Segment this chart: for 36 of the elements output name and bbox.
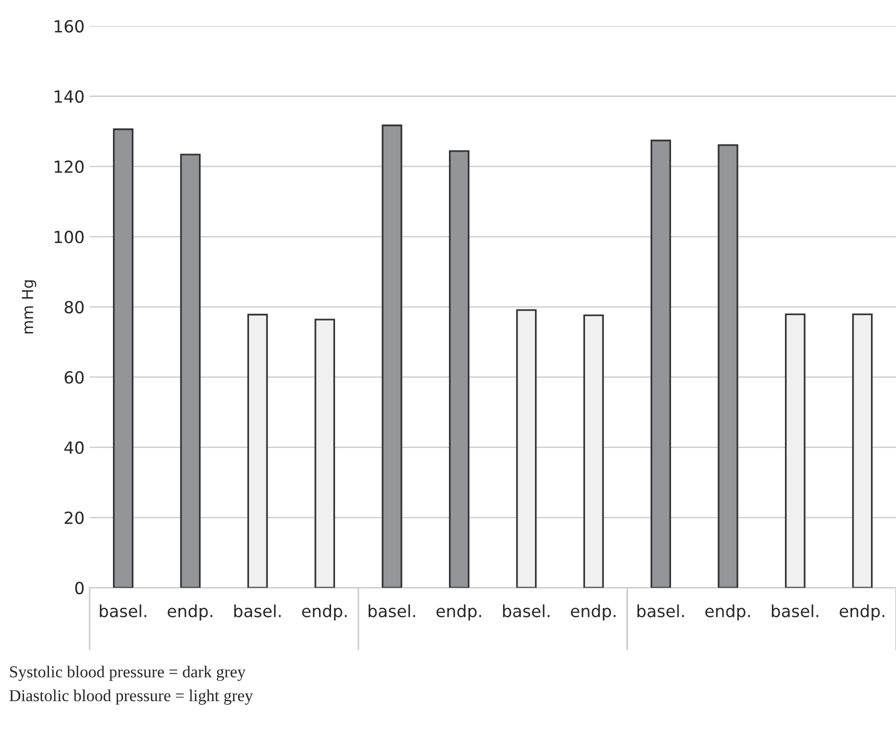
y-tick-label: 60 [64, 371, 84, 384]
x-tick-label: endp. [302, 604, 347, 621]
x-tick-label: endp. [436, 604, 482, 621]
text: Systolic blood pressure = dark grey [10, 666, 246, 681]
text: Diastolic blood pressure = light grey [9, 690, 253, 705]
y-tick-label: 40 [64, 441, 84, 454]
bar [784, 313, 806, 588]
y-tick-label: 80 [64, 300, 84, 314]
x-tick-label: endp. [168, 604, 212, 621]
x-tick-label: endp. [840, 604, 884, 621]
y-tick-label: 100 [54, 230, 84, 244]
y-axis-title: mm Hg [22, 280, 36, 334]
x-tick-label: endp. [705, 604, 750, 621]
bar [247, 314, 268, 588]
x-tick-label: endp. [570, 604, 616, 621]
bar [852, 313, 873, 588]
x-tick-label: basel. [503, 604, 550, 618]
bar [180, 154, 201, 588]
y-tick-label: 20 [64, 512, 84, 524]
bar [516, 309, 537, 588]
bar [718, 144, 738, 588]
x-tick-label: basel. [368, 604, 416, 618]
x-tick-label: basel. [637, 604, 684, 618]
bar [112, 128, 134, 588]
y-tick-label: 160 [54, 20, 84, 33]
bar [583, 314, 604, 588]
x-tick-label: basel. [772, 604, 818, 618]
bar [650, 140, 672, 588]
x-tick-label: basel. [234, 604, 281, 618]
bar [448, 150, 470, 588]
y-tick-label: 120 [54, 160, 84, 174]
y-tick-label: 140 [54, 90, 84, 103]
bar [314, 318, 336, 588]
x-tick-label: basel. [100, 604, 146, 618]
y-tick-label: 0 [75, 582, 84, 594]
bar [382, 124, 402, 588]
